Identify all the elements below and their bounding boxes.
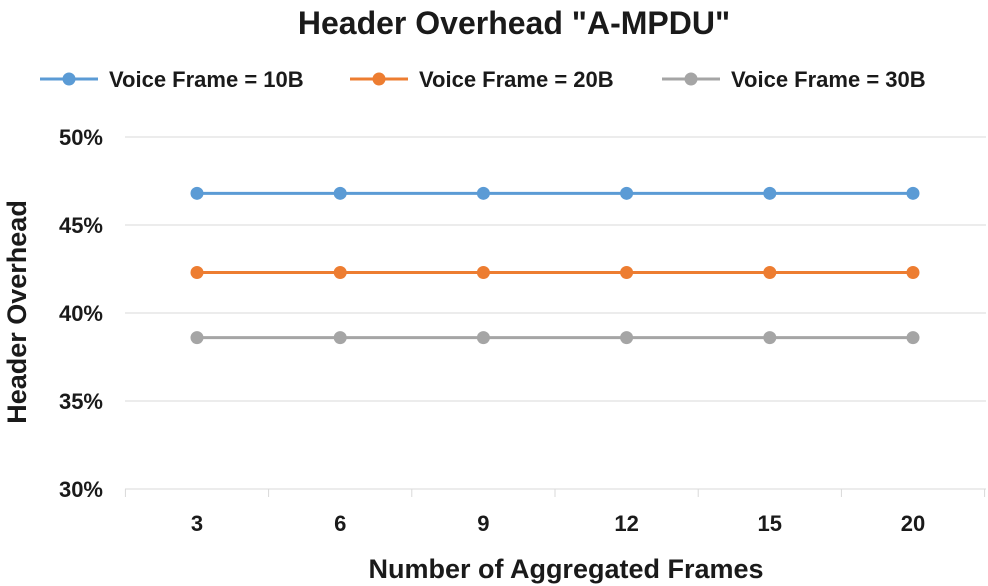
legend-item: Voice Frame = 10B — [40, 67, 304, 92]
data-point — [906, 331, 920, 345]
data-point — [620, 186, 634, 200]
data-point — [763, 186, 777, 200]
data-point — [190, 186, 204, 200]
data-point — [333, 266, 347, 280]
data-point — [476, 266, 490, 280]
y-axis-ticks: 30% 35% 40% 45% 50% — [59, 125, 103, 502]
y-axis-title: Header Overhead — [2, 200, 32, 424]
data-point — [333, 331, 347, 345]
legend: Voice Frame = 10B Voice Frame = 20B Voice … — [40, 67, 926, 92]
data-point — [620, 331, 634, 345]
data-point — [906, 266, 920, 280]
x-tick-label: 6 — [334, 511, 346, 536]
legend-item: Voice Frame = 20B — [350, 67, 614, 92]
legend-marker — [684, 72, 698, 86]
legend-marker — [372, 72, 386, 86]
y-tick-label: 35% — [59, 389, 103, 414]
x-axis-title: Number of Aggregated Frames — [368, 554, 763, 584]
series-3 — [190, 331, 920, 345]
y-tick-label: 50% — [59, 125, 103, 150]
legend-marker — [62, 72, 76, 86]
legend-label: Voice Frame = 20B — [419, 67, 614, 92]
legend-label: Voice Frame = 30B — [731, 67, 926, 92]
data-point — [906, 186, 920, 200]
x-tick-label: 3 — [191, 511, 203, 536]
chart-title: Header Overhead "A-MPDU" — [298, 5, 730, 41]
data-point — [190, 331, 204, 345]
y-tick-label: 30% — [59, 477, 103, 502]
data-point — [620, 266, 634, 280]
data-point — [190, 266, 204, 280]
data-point — [476, 186, 490, 200]
data-point — [476, 331, 490, 345]
series-1 — [190, 186, 920, 200]
series-2 — [190, 266, 920, 280]
x-tick-label: 15 — [758, 511, 782, 536]
x-tick-label: 20 — [901, 511, 925, 536]
legend-label: Voice Frame = 10B — [109, 67, 304, 92]
x-tick-label: 12 — [614, 511, 638, 536]
data-point — [763, 331, 777, 345]
series-layer — [190, 186, 920, 345]
grid-lines — [125, 136, 986, 490]
x-tick-label: 9 — [477, 511, 489, 536]
legend-item: Voice Frame = 30B — [662, 67, 926, 92]
data-point — [763, 266, 777, 280]
y-tick-label: 45% — [59, 213, 103, 238]
y-tick-label: 40% — [59, 301, 103, 326]
x-axis: 3 6 9 12 15 20 — [124, 489, 986, 536]
data-point — [333, 186, 347, 200]
